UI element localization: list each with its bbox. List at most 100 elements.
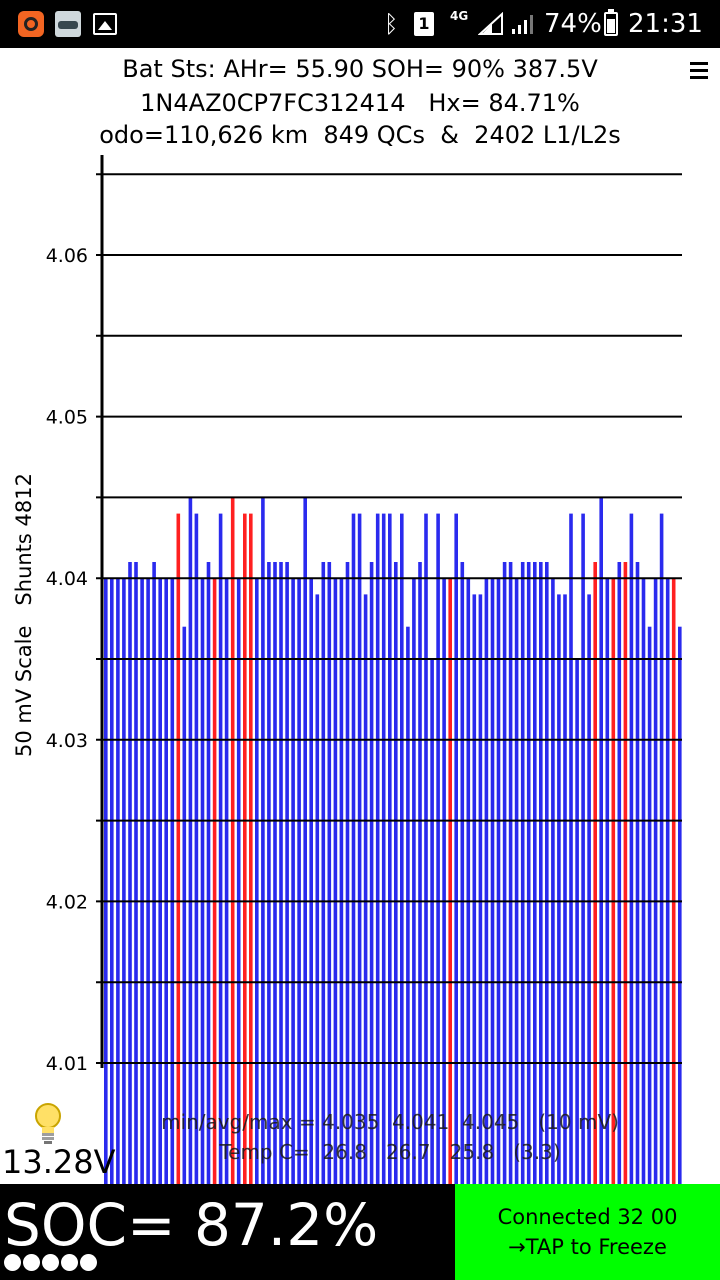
cell-bar [508, 562, 513, 1184]
cell-bar [297, 578, 301, 1184]
car-app-icon [55, 11, 81, 37]
cell-bar [617, 562, 622, 1184]
cell-bar [520, 562, 525, 1184]
cell-bar [587, 594, 591, 1184]
progress-dots [4, 1254, 99, 1275]
cell-bar [533, 562, 537, 1184]
progress-dot [42, 1254, 59, 1271]
battery-icon [604, 9, 618, 36]
cell-bar [430, 659, 434, 1184]
cell-bar [448, 578, 452, 1184]
cell-bar [539, 562, 543, 1184]
cell-bar [375, 513, 380, 1184]
cell-bar [243, 513, 247, 1184]
cell-bar [104, 578, 108, 1184]
cell-bar [641, 578, 646, 1184]
cell-bar [369, 562, 374, 1184]
cell-bar [653, 578, 658, 1184]
y-tick-label: 4.03 [46, 730, 88, 752]
signal-icon [478, 12, 503, 35]
cell-bar [599, 497, 603, 1184]
cell-bar [611, 578, 616, 1184]
cell-bar [212, 578, 217, 1184]
cell-bar [635, 562, 640, 1184]
cell-bar [218, 513, 223, 1184]
cell-bar [412, 578, 416, 1184]
y-tick-label: 4.06 [46, 245, 88, 267]
cell-bar [128, 562, 132, 1184]
cell-bar [200, 578, 205, 1184]
cell-bar [557, 594, 561, 1184]
cell-bar [671, 578, 676, 1184]
cell-bar [442, 578, 446, 1184]
cell-bar [140, 578, 144, 1184]
cell-bar [454, 513, 458, 1184]
cell-bar [345, 562, 350, 1184]
cell-bar [224, 578, 229, 1184]
cell-bar [400, 513, 404, 1184]
cell-bar [575, 659, 579, 1184]
cell-bar [152, 562, 156, 1184]
cell-bar [406, 626, 410, 1184]
cell-bar [526, 562, 531, 1184]
gallery-icon [93, 13, 117, 35]
cell-bar [176, 513, 181, 1184]
cell-bar [249, 513, 253, 1184]
connect-freeze-button[interactable]: Connected 32 00 →TAP to Freeze [455, 1184, 720, 1280]
progress-dot [80, 1254, 97, 1271]
cell-bar [623, 562, 628, 1184]
cell-bar [339, 578, 344, 1184]
cell-bar [659, 513, 664, 1184]
cell-bar [122, 578, 126, 1184]
clock: 21:31 [628, 9, 703, 39]
freeze-hint: →TAP to Freeze [508, 1235, 667, 1259]
bluetooth-icon: ᛒ [384, 10, 399, 38]
cell-bar [327, 562, 332, 1184]
cell-bar [321, 562, 326, 1184]
cell-bar [164, 578, 168, 1184]
cell-bar [182, 626, 187, 1184]
connection-status: Connected 32 00 [497, 1205, 678, 1229]
cell-bar [466, 578, 471, 1184]
cell-bar [236, 578, 241, 1184]
cell-bar [472, 594, 477, 1184]
cell-bar [436, 513, 440, 1184]
lightbulb-icon[interactable] [34, 1102, 62, 1146]
cell-bar [563, 594, 567, 1184]
cell-bar [309, 578, 313, 1184]
odometer-charges-line: odo=110,626 km 849 QCs & 2402 L1/L2s [99, 121, 621, 149]
signal-bars-icon [512, 15, 533, 34]
cell-bar [502, 562, 507, 1184]
vin-health-line: 1N4AZ0CP7FC312414 Hx= 84.71% [140, 89, 580, 117]
cell-bar [569, 513, 573, 1184]
cell-bar [478, 594, 483, 1184]
cell-bar [116, 578, 120, 1184]
aux-battery-voltage: 13.28V [2, 1143, 116, 1181]
app-notification-icon [18, 11, 44, 37]
cell-bar [418, 562, 422, 1184]
battery-status-line: Bat Sts: AHr= 55.90 SOH= 90% 387.5V [122, 55, 598, 83]
y-tick-label: 4.02 [46, 891, 88, 913]
cell-bar [315, 594, 320, 1184]
cell-bar [496, 578, 501, 1184]
cell-bar [593, 562, 597, 1184]
cell-bar [333, 578, 338, 1184]
y-tick-label: 4.01 [46, 1053, 88, 1075]
cell-bar [678, 626, 682, 1184]
cell-bar [357, 513, 362, 1184]
cell-bar [388, 513, 392, 1184]
cell-bar [273, 562, 277, 1184]
cell-voltage-chart[interactable]: 4.01 4.02 4.03 4.04 4.05 4.06 [0, 150, 720, 1184]
cell-bar [551, 578, 555, 1184]
cell-bar [146, 578, 150, 1184]
voltage-stats: min/avg/max = 4.035 4.041 4.045 (10 mV) [161, 1110, 619, 1134]
hamburger-menu-icon[interactable] [690, 62, 708, 80]
cell-bar [484, 578, 489, 1184]
cell-bar [394, 562, 398, 1184]
y-tick-label: 4.05 [46, 407, 88, 429]
cell-bar [134, 562, 138, 1184]
cell-bar [110, 578, 114, 1184]
cell-bar [170, 578, 175, 1184]
progress-dot [4, 1254, 21, 1271]
cell-bar [303, 497, 307, 1184]
